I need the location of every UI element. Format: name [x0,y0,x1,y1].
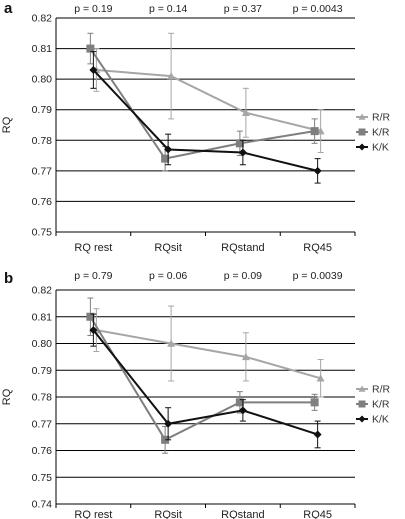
marker-triangle [358,113,366,120]
series-line [92,329,318,436]
x-tick-label: RQ45 [303,509,332,519]
series-line [96,329,321,380]
series-line [92,69,318,172]
y-axis-label: RQ [1,388,13,405]
p-value-label: p = 0.09 [224,270,262,282]
x-tick-label: RQ rest [74,242,112,254]
marker-square [310,127,319,136]
marker-triangle [316,374,325,382]
series-line [89,316,315,442]
marker-diamond [238,406,247,415]
marker-square [358,400,366,408]
marker-square [358,128,366,136]
marker-diamond [358,415,366,423]
panel-label: b [4,270,13,287]
marker-square [161,154,170,163]
marker-square [310,398,319,407]
series-k-r [86,297,319,454]
x-tick-label: RQsit [154,509,182,519]
legend: R/R K/R K/K [356,112,391,154]
y-tick-label: 0.82 [32,13,53,25]
series-k-k [89,313,322,449]
x-tick-label: RQsit [154,242,182,254]
marker-diamond [313,166,322,175]
y-tick-label: 0.77 [32,418,53,430]
series-k-k [89,51,322,184]
marker-diamond [313,430,322,439]
y-tick-label: 0.77 [32,165,53,177]
x-tick-label: RQ rest [74,509,112,519]
y-tick-label: 0.76 [32,196,53,208]
y-tick-label: 0.74 [32,499,53,511]
legend-label: K/R [372,399,390,411]
legend-label: K/K [372,142,389,154]
marker-diamond [238,148,247,157]
chart-panel-a: 0.75 0.76 0.77 0.78 0.79 0.80 0.81 0.82 RQ rest R… [1,0,391,254]
chart-panel-b: 0.74 0.75 0.76 0.77 0.78 0.79 0.80 0.81 0.82 RQ r… [1,270,391,519]
marker-triangle [241,108,250,116]
marker-square [235,398,244,407]
legend-label: K/K [372,414,389,426]
series-r-r [92,32,325,154]
p-value-label: p = 0.79 [74,270,112,282]
p-value-label: p = 0.19 [74,3,112,15]
y-tick-label: 0.80 [32,338,53,350]
legend-label: K/R [372,127,390,139]
y-tick-label: 0.76 [32,445,53,457]
marker-triangle [241,352,250,361]
y-tick-label: 0.78 [32,135,53,147]
marker-square [86,312,95,321]
p-value-label: p = 0.37 [224,3,262,15]
x-tick-label: RQ45 [303,242,332,254]
marker-triangle [167,339,176,347]
p-value-label: p = 0.0039 [293,270,343,282]
panel-label: a [4,0,13,17]
y-tick-label: 0.79 [32,104,53,116]
marker-diamond [89,65,98,74]
y-tick-label: 0.78 [32,392,53,404]
marker-triangle [358,385,366,392]
y-tick-label: 0.80 [32,74,53,86]
y-tick-label: 0.75 [32,227,53,239]
p-value-label: p = 0.06 [149,270,187,282]
legend-label: R/R [372,384,391,396]
y-tick-label: 0.81 [32,311,53,323]
series-line [96,68,321,133]
marker-diamond [164,145,173,154]
y-tick-label: 0.75 [32,472,53,484]
marker-diamond [89,326,98,335]
legend: R/R K/R K/K [356,384,391,426]
y-tick-label: 0.81 [32,43,53,55]
y-axis-label: RQ [1,116,13,133]
marker-triangle [167,72,176,80]
marker-square [86,44,95,53]
x-tick-label: RQstand [221,509,264,519]
x-tick-label: RQstand [221,242,264,254]
p-value-label: p = 0.0043 [293,3,343,15]
legend-label: R/R [372,112,391,124]
y-tick-label: 0.82 [32,285,53,297]
marker-square [235,139,244,148]
p-value-label: p = 0.14 [149,3,187,15]
y-tick-label: 0.79 [32,365,53,377]
marker-diamond [164,419,173,428]
series-r-r [92,305,325,398]
marker-diamond [358,143,366,151]
